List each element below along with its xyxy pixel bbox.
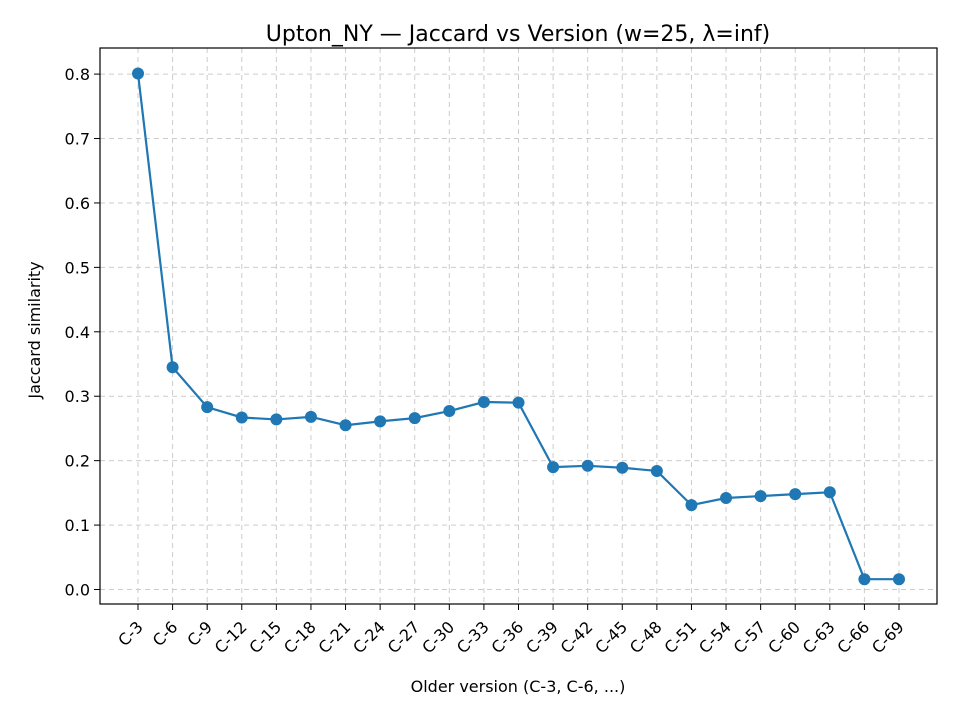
grid-layer	[100, 48, 937, 604]
axis-layer: C-3 C-6 C-9C-12C-15C-18C-21C-24C-27C-30C-3…	[65, 47, 938, 657]
data-point	[581, 459, 594, 472]
data-point	[408, 412, 421, 425]
y-tick-label: 0.6	[65, 194, 90, 213]
data-point	[166, 361, 179, 374]
data-point	[685, 499, 698, 512]
data-point	[512, 396, 525, 409]
data-point	[858, 573, 871, 586]
x-tick-label: C-48	[626, 617, 666, 657]
data-point	[374, 415, 387, 428]
data-point	[893, 573, 905, 586]
x-tick-label: C-33	[453, 617, 493, 657]
x-tick-label: C-30	[418, 617, 458, 657]
data-point	[650, 464, 663, 477]
data-point	[235, 411, 248, 424]
y-tick-label: 0.2	[65, 452, 90, 471]
y-tick-label: 0.4	[65, 323, 90, 342]
data-point	[304, 410, 317, 423]
x-tick-label: C-15	[245, 617, 285, 657]
data-point	[339, 419, 352, 432]
x-tick-label: C-45	[591, 617, 631, 657]
x-tick-label: C-39	[522, 617, 562, 657]
x-tick-label: C-42	[557, 617, 597, 657]
y-tick-label: 0.5	[65, 258, 90, 277]
x-tick-label: C-21	[315, 617, 355, 657]
data-point	[132, 67, 144, 80]
y-tick-label: 0.1	[65, 516, 90, 535]
x-tick-label: C-27	[384, 617, 424, 657]
data-point	[789, 488, 802, 501]
x-tick-label: C-60	[764, 617, 804, 657]
x-tick-label: C-63	[799, 617, 839, 657]
data-point	[201, 401, 214, 414]
x-tick-label: C-69	[868, 617, 908, 657]
x-tick-label: C-66	[833, 617, 873, 657]
y-tick-label: 0.8	[65, 65, 90, 84]
data-point	[616, 461, 629, 474]
x-tick-label: C-57	[730, 617, 770, 657]
data-point	[720, 492, 733, 505]
x-axis-label: Older version (C-3, C-6, ...)	[411, 677, 626, 696]
data-point	[270, 413, 283, 426]
x-tick-label: C-51	[660, 617, 700, 657]
data-point	[754, 490, 767, 503]
x-tick-label: C-18	[280, 617, 320, 657]
x-tick-label: C-3	[114, 617, 147, 650]
data-point	[443, 405, 456, 418]
x-tick-label: C-6	[149, 617, 182, 650]
x-tick-label: C-24	[349, 617, 389, 657]
data-point	[547, 461, 560, 474]
x-tick-label: C-36	[488, 617, 528, 657]
x-tick-label: C-54	[695, 617, 735, 657]
y-tick-label: 0.7	[65, 130, 90, 149]
x-tick-label: C-12	[211, 617, 251, 657]
series-layer	[132, 67, 905, 586]
y-tick-label: 0.0	[65, 581, 90, 600]
plot-frame	[99, 47, 938, 605]
y-tick-label: 0.3	[65, 387, 90, 406]
y-axis-label: Jaccard similarity	[25, 261, 44, 399]
data-point	[477, 396, 490, 409]
data-point	[823, 486, 836, 499]
chart-title: Upton_NY — Jaccard vs Version (w=25, λ=i…	[266, 22, 770, 47]
